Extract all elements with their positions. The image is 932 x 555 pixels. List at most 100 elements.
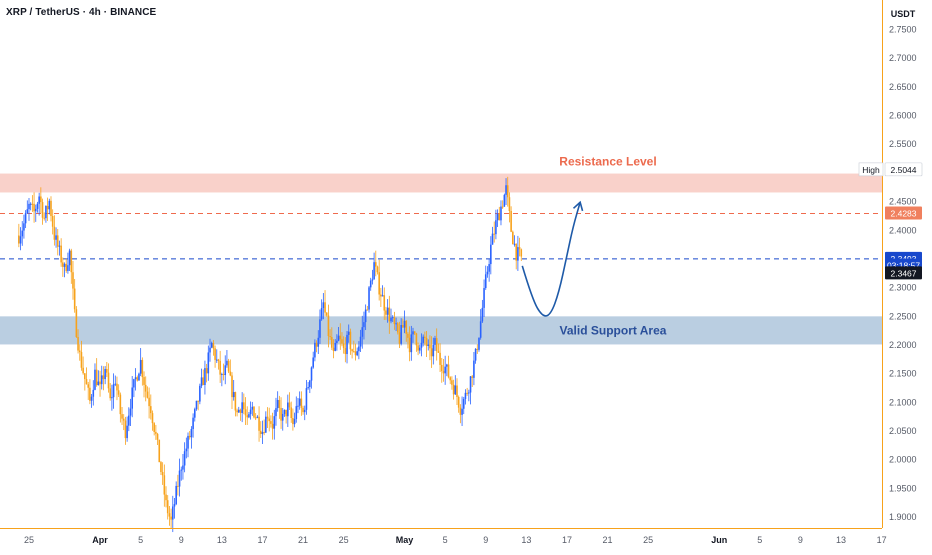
candle-body (303, 409, 306, 413)
candle-body (95, 369, 98, 386)
candle-body (412, 331, 414, 335)
candle-body (156, 433, 159, 440)
candle-body (369, 280, 372, 288)
candle-body (312, 357, 314, 368)
candle-body (70, 250, 73, 273)
time-tick-label: 5 (138, 535, 143, 545)
time-tick-label: 13 (217, 535, 227, 545)
candle-body (251, 406, 254, 410)
candle-body (395, 323, 397, 325)
candle-body (437, 351, 440, 353)
candle-body (87, 384, 90, 388)
candle-body (305, 388, 308, 410)
candle-body (31, 203, 34, 205)
candle-body (229, 371, 232, 376)
time-tick-label: May (396, 535, 414, 545)
price-tick-label: 2.7000 (889, 53, 917, 63)
candle-body (471, 376, 474, 378)
time-tick-label: 5 (443, 535, 448, 545)
levels-layer (0, 213, 882, 260)
candle-body (204, 368, 206, 386)
candle-body (314, 342, 316, 358)
candle-body (452, 384, 455, 395)
candle-body (153, 423, 155, 432)
candle-body (258, 416, 260, 431)
candle-body (483, 288, 485, 308)
candle-body (319, 319, 321, 338)
price-tick-label: 1.9500 (889, 483, 917, 493)
candle-body (243, 402, 245, 410)
candle-body (41, 202, 44, 218)
candle-body (347, 331, 350, 335)
candle-body (53, 226, 56, 240)
candle-body (121, 414, 123, 419)
candle-body (48, 200, 51, 210)
candle-body (29, 203, 32, 205)
candle-body (150, 406, 152, 414)
candle-body (513, 243, 516, 245)
candle-body (214, 348, 216, 360)
candle-body (19, 236, 22, 244)
candle-body (128, 415, 130, 426)
candle-body (329, 336, 331, 338)
candle-body (221, 373, 223, 375)
candle-body (339, 335, 342, 340)
candle-body (180, 469, 183, 471)
candle-body (226, 360, 228, 366)
candle-body (334, 342, 336, 351)
candle-body (505, 185, 507, 195)
candle-body (500, 206, 502, 221)
candle-body (259, 430, 262, 434)
candle-body (427, 344, 430, 346)
candle-body (325, 312, 328, 316)
price-tick-label: 1.9000 (889, 512, 917, 522)
candle-body (200, 377, 203, 386)
candle-body (508, 197, 511, 211)
candle-body (183, 451, 186, 466)
candle-body (396, 323, 399, 333)
candle-body (292, 418, 294, 425)
candle-body (21, 230, 24, 237)
candle-body (391, 317, 394, 319)
candle-body (131, 387, 133, 409)
candle-body (481, 307, 484, 322)
candle-body (266, 416, 269, 419)
candle-body (429, 344, 431, 349)
time-axis[interactable]: 25 Apr 5 9 13 17 21 25 May 5 9 13 17 21 25 Jun 5 9 13 17 (0, 528, 887, 546)
candle-body (261, 432, 264, 434)
candle-body (376, 266, 379, 273)
candle-body (454, 385, 457, 395)
candle-body (65, 263, 68, 271)
candle-body (474, 348, 477, 361)
candle-body (193, 409, 196, 418)
candle-body (163, 475, 166, 495)
candle-body (248, 414, 250, 418)
time-tick-label: 17 (877, 535, 887, 545)
candle-body (224, 365, 227, 376)
candle-body (407, 333, 409, 338)
candle-body (73, 288, 76, 310)
candle-body (82, 367, 84, 374)
price-tick-label: 2.4000 (889, 225, 917, 235)
candle-body (309, 380, 311, 388)
candle-body (210, 342, 213, 348)
price-tick-label: 2.2500 (889, 311, 917, 321)
candle-body (288, 402, 291, 408)
candles-layer (18, 176, 523, 533)
time-tick-label: 9 (483, 535, 488, 545)
candle-body (417, 345, 419, 351)
candle-body (253, 406, 255, 418)
price-axis[interactable]: USDT 1.9000 1.9500 2.0000 2.0500 2.1000 2.1500… (858, 0, 932, 550)
candle-body (287, 402, 289, 417)
candle-body (192, 417, 194, 430)
candle-body (92, 389, 95, 397)
candle-body (403, 320, 406, 328)
candle-body (302, 407, 304, 413)
candle-body (459, 407, 462, 415)
candle-body (246, 415, 249, 418)
candle-body (58, 245, 61, 247)
price-tick-label: 2.0500 (889, 426, 917, 436)
candle-body (420, 342, 423, 348)
